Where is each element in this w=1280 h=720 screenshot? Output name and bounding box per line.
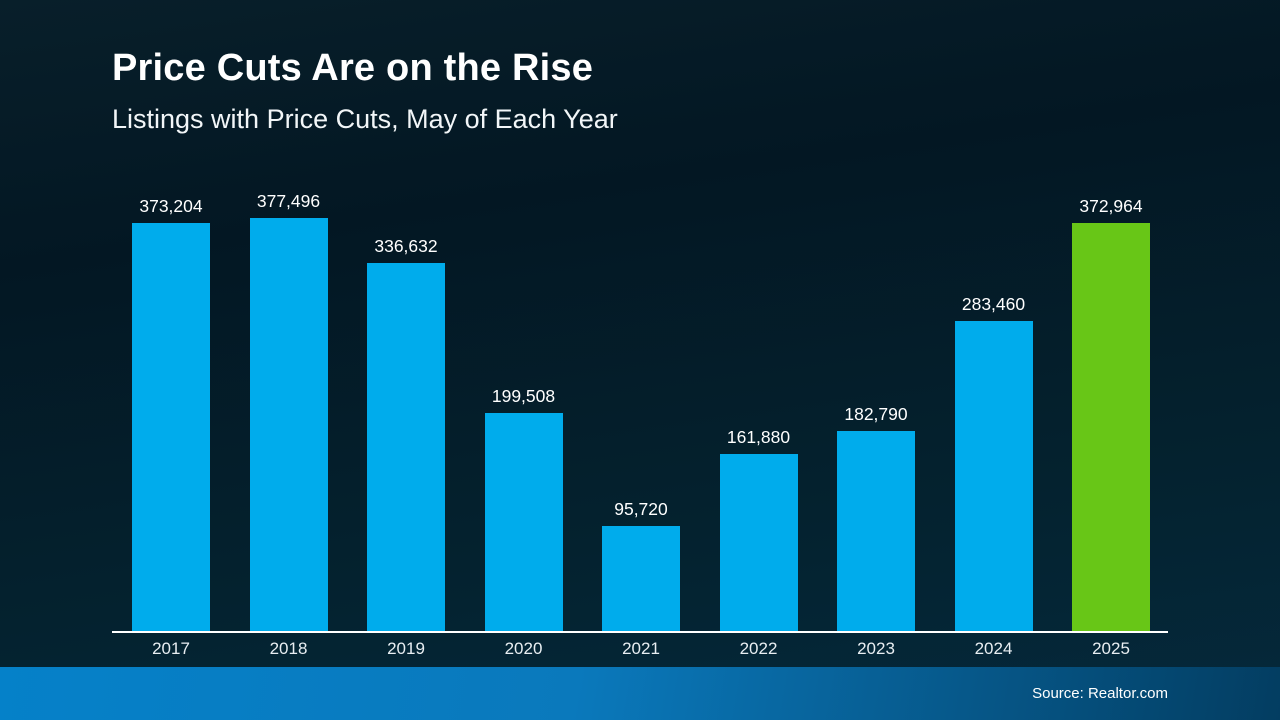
bar-2022: [719, 454, 798, 631]
value-label-2019: 336,632: [374, 236, 438, 256]
bar-2019: [367, 263, 445, 631]
tick-label-2022: 2022: [739, 639, 778, 658]
bar-2021: [602, 526, 680, 631]
chart-title: Price Cuts Are on the Rise: [112, 47, 594, 89]
bar-2018: [249, 218, 328, 631]
bar-2023: [837, 431, 915, 631]
tick-label-2025: 2025: [1092, 639, 1130, 658]
tick-label-2017: 2017: [152, 639, 190, 658]
tick-label-2023: 2023: [857, 639, 895, 658]
value-label-2017: 373,204: [139, 196, 203, 216]
tick-label-2021: 2021: [622, 639, 660, 658]
source-credit: Source: Realtor.com: [1032, 685, 1168, 702]
footer-bar: Source: Realtor.com: [0, 667, 1280, 720]
bar-2020: [484, 413, 563, 631]
value-label-2018: 377,496: [256, 191, 321, 211]
value-label-2021: 95,720: [614, 499, 668, 519]
value-label-2025: 372,964: [1079, 196, 1143, 216]
tick-label-2020: 2020: [504, 639, 543, 658]
bar-2017: [132, 223, 210, 631]
value-label-2022: 161,880: [726, 427, 791, 447]
bar-2024: [954, 321, 1033, 631]
tick-label-2018: 2018: [269, 639, 308, 658]
x-axis-line: [112, 631, 1168, 633]
tick-label-2024: 2024: [974, 639, 1013, 658]
chart-subtitle: Listings with Price Cuts, May of Each Ye…: [112, 104, 618, 134]
value-label-2023: 182,790: [844, 404, 908, 424]
bar-2025: [1072, 223, 1150, 631]
value-label-2020: 199,508: [491, 386, 556, 406]
tick-label-2019: 2019: [387, 639, 425, 658]
value-label-2024: 283,460: [961, 294, 1026, 314]
